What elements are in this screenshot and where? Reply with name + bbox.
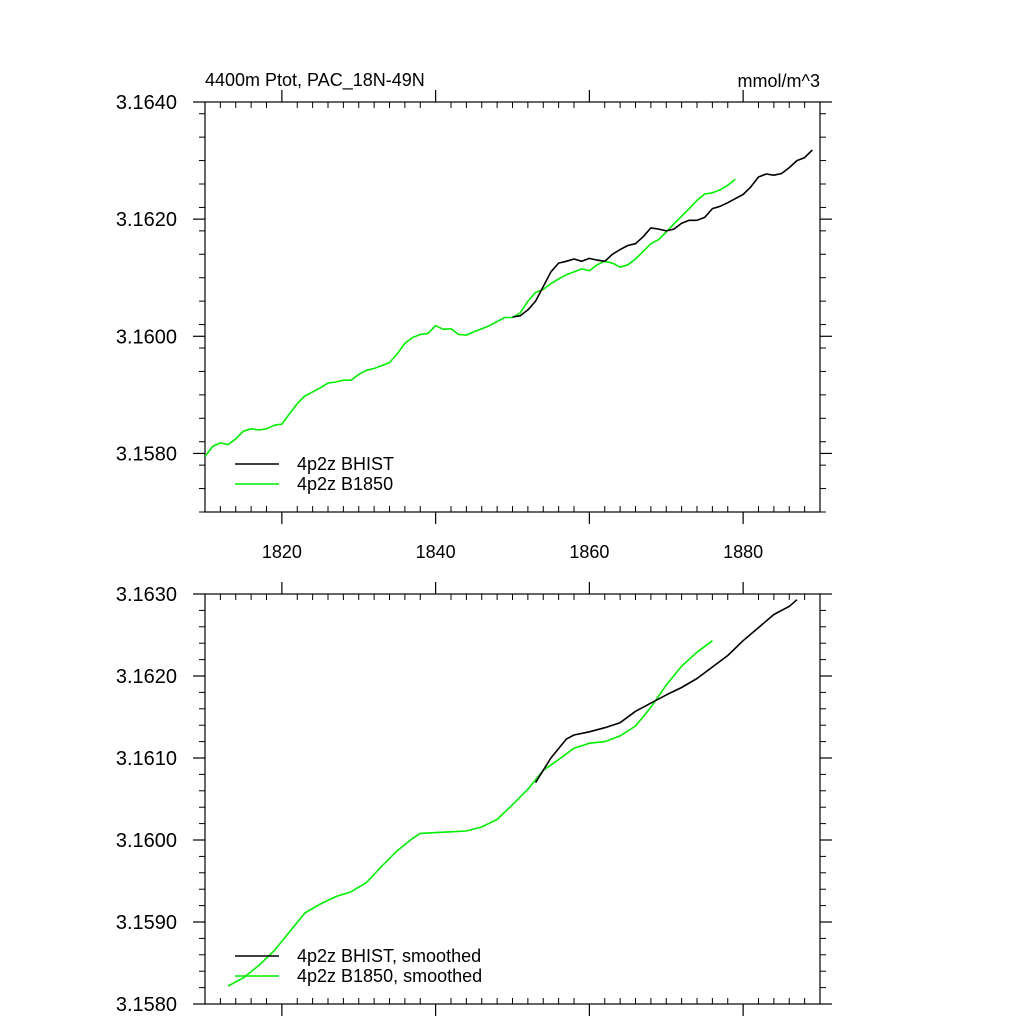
legend-label: 4p2z B1850 (297, 474, 393, 494)
plot-frame (204, 101, 821, 513)
x-tick-label: 1840 (416, 542, 456, 562)
y-tick-label: 3.1590 (116, 912, 177, 934)
y-tick-label: 3.1580 (116, 443, 177, 465)
x-tick-label: 1880 (723, 542, 763, 562)
y-tick-label: 3.1630 (116, 584, 177, 606)
y-tick-label: 3.1580 (116, 994, 177, 1016)
y-tick-label: 3.1600 (116, 830, 177, 852)
series-line-b1850 (205, 178, 736, 457)
series-line-b1850 (227, 640, 713, 987)
legend-label: 4p2z BHIST, smoothed (297, 946, 481, 966)
series-line-bhist (512, 149, 813, 318)
series-line-bhist (534, 599, 798, 784)
y-tick-label: 3.1640 (116, 92, 177, 114)
y-tick-label: 3.1600 (116, 326, 177, 348)
y-tick-label: 3.1620 (116, 666, 177, 688)
legend-label: 4p2z B1850, smoothed (297, 966, 482, 986)
y-tick-label: 3.1620 (116, 209, 177, 231)
x-tick-label: 1860 (569, 542, 609, 562)
y-tick-label: 3.1610 (116, 748, 177, 770)
x-tick-label: 1820 (262, 542, 302, 562)
top-panel: 4400m Ptot, PAC_18N-49N mmol/m^3 1820 184… (116, 70, 832, 562)
bottom-panel: 3.1580 3.1590 3.1600 3.1610 3.1620 3.1630 4p2z… (116, 582, 832, 1016)
chart-title: 4400m Ptot, PAC_18N-49N (205, 70, 425, 91)
legend-label: 4p2z BHIST (297, 454, 394, 474)
units-label: mmol/m^3 (738, 71, 820, 91)
